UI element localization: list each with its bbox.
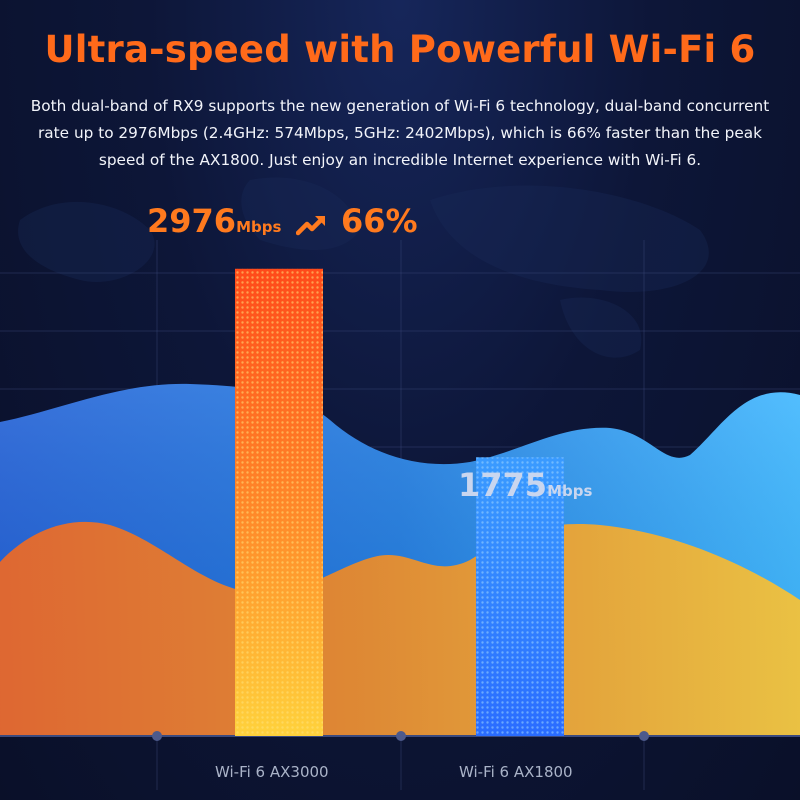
trend-up-arrow-icon bbox=[296, 216, 325, 236]
secondary-speed-unit: Mbps bbox=[547, 482, 593, 500]
category-label-ax3000: Wi-Fi 6 AX3000 bbox=[215, 763, 329, 781]
increase-callout: 66% bbox=[341, 205, 418, 237]
primary-speed-unit: Mbps bbox=[236, 218, 282, 236]
bars-group bbox=[235, 268, 564, 736]
axis-dot bbox=[639, 731, 649, 741]
secondary-speed-value: 1775 bbox=[458, 466, 548, 504]
axis-dot bbox=[152, 731, 162, 741]
page-description: Both dual-band of RX9 supports the new g… bbox=[30, 97, 770, 169]
secondary-speed-callout: 1775Mbps bbox=[458, 469, 592, 501]
bar-ax1800-dot-texture bbox=[476, 457, 564, 736]
category-label-ax1800: Wi-Fi 6 AX1800 bbox=[459, 763, 573, 781]
bar-ax3000-dot-texture bbox=[235, 268, 323, 736]
page-title: Ultra-speed with Powerful Wi-Fi 6 bbox=[44, 28, 756, 71]
world-map-background bbox=[18, 177, 709, 358]
primary-speed-callout: 2976Mbps bbox=[147, 205, 281, 237]
orange-wave bbox=[0, 521, 800, 736]
increase-percentage: 66% bbox=[341, 202, 418, 240]
primary-speed-value: 2976 bbox=[147, 202, 237, 240]
axis-dot bbox=[396, 731, 406, 741]
